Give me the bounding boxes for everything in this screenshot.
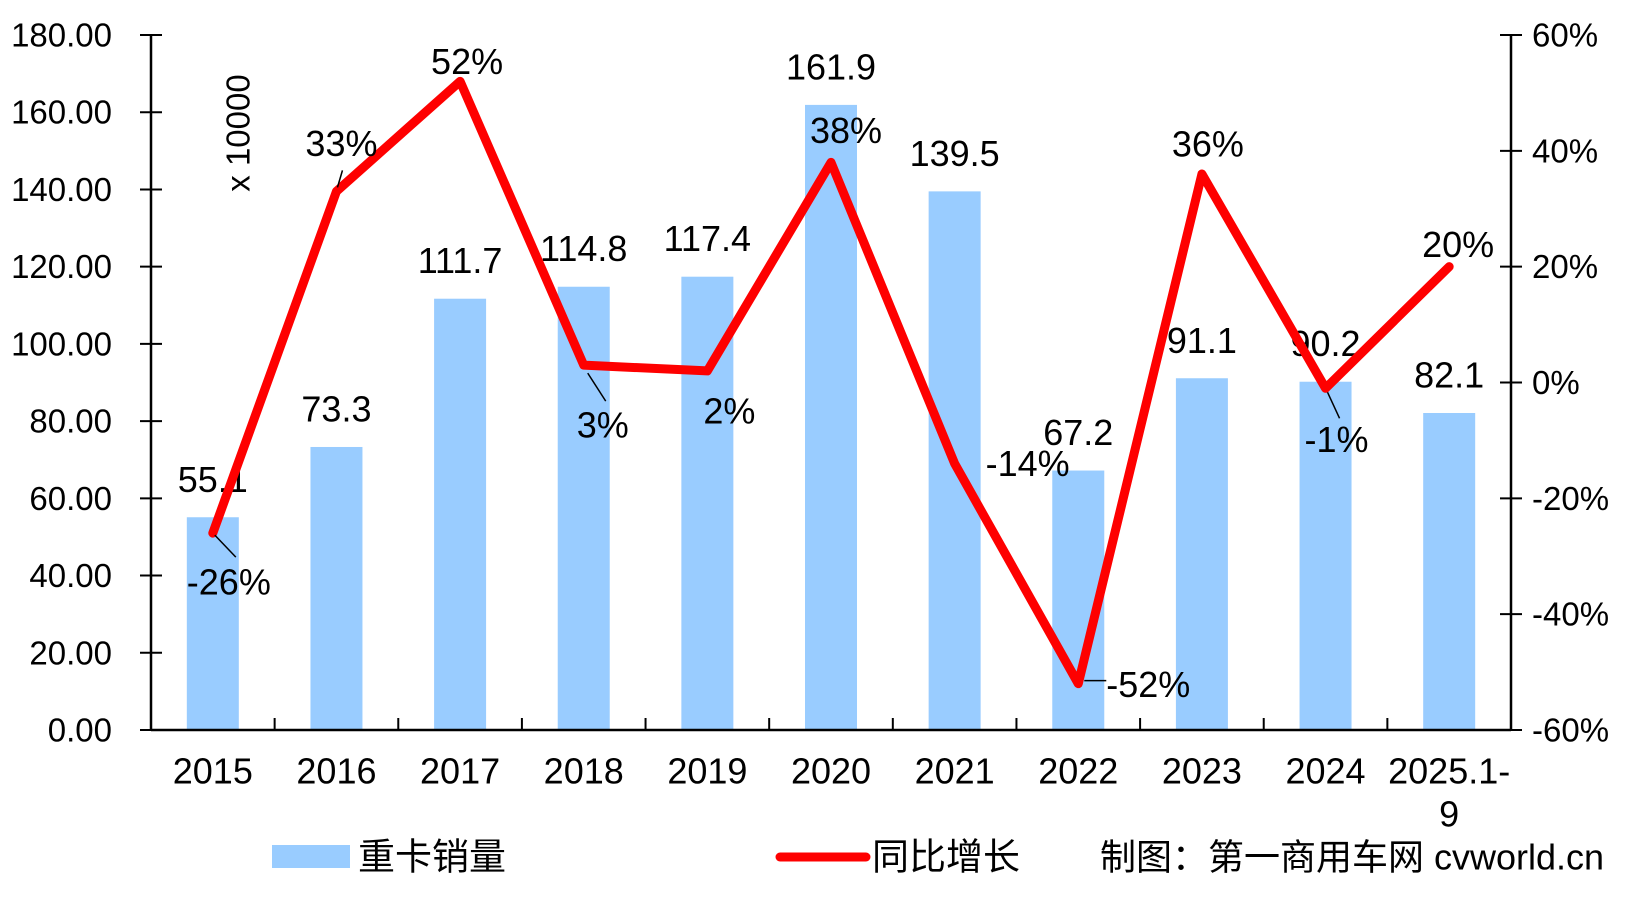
- y-left-tick-label: 160.00: [11, 94, 112, 131]
- x-axis-label-2022: 2022: [1038, 751, 1118, 792]
- legend-line-label: 同比增长: [872, 837, 1020, 878]
- sales-value-label-2025.1-9: 82.1: [1414, 355, 1484, 396]
- x-axis-label-2023: 2023: [1162, 751, 1242, 792]
- y-right-tick-label: -20%: [1532, 480, 1609, 517]
- growth-line-layer: [208, 76, 1454, 689]
- bar-2015: [186, 517, 239, 730]
- growth-value-label-2023: 36%: [1172, 124, 1244, 165]
- bar-2024: [1299, 381, 1352, 730]
- sales-value-label-2017: 111.7: [418, 240, 503, 281]
- growth-value-label-2021: -14%: [986, 443, 1070, 484]
- x-axis-label-2021: 2021: [915, 751, 995, 792]
- y-left-tick-label: 140.00: [11, 171, 112, 208]
- sales-value-label-2019: 117.4: [664, 218, 751, 259]
- x-axis-label-2018: 2018: [544, 751, 624, 792]
- sales-value-label-2016: 73.3: [301, 388, 371, 429]
- y-left-tick-label: 60.00: [29, 480, 112, 517]
- growth-value-label-2024: -1%: [1305, 419, 1369, 460]
- growth-value-label-2017: 52%: [431, 41, 503, 82]
- bar-2023: [1175, 378, 1228, 730]
- growth-value-label-2016: 33%: [305, 123, 377, 164]
- x-axis-label-2015: 2015: [173, 751, 253, 792]
- y-left-tick-label: 20.00: [29, 634, 112, 671]
- y-right-tick-label: 60%: [1532, 17, 1598, 54]
- x-axis-label-2016: 2016: [296, 751, 376, 792]
- legend: 重卡销量 同比增长 制图：第一商用车网 cvworld.cn: [272, 837, 1604, 878]
- growth-value-label-2022: -52%: [1106, 664, 1190, 705]
- y-left-axis-title: x 10000: [220, 74, 257, 191]
- y-right-tick-label: 0%: [1532, 364, 1580, 401]
- bar-2019: [681, 276, 734, 730]
- bar-2017: [434, 298, 487, 730]
- growth-value-label-2015: -26%: [187, 562, 271, 603]
- sales-value-label-2020: 161.9: [786, 46, 876, 87]
- bar-2018: [557, 286, 610, 730]
- growth-label-leader: [1326, 391, 1341, 419]
- y-right-tick-label: 20%: [1532, 248, 1598, 285]
- growth-label-leader: [214, 534, 237, 558]
- legend-bar-label: 重卡销量: [358, 837, 506, 878]
- x-axis-label-2024: 2024: [1285, 751, 1365, 792]
- y-left-tick-label: 120.00: [11, 248, 112, 285]
- sales-value-label-2022: 67.2: [1043, 412, 1113, 453]
- sales-value-label-2021: 139.5: [910, 133, 1000, 174]
- y-left-tick-label: 40.00: [29, 557, 112, 594]
- y-left-tick-label: 0.00: [48, 712, 112, 749]
- credit-text: 制图：第一商用车网 cvworld.cn: [1100, 837, 1604, 878]
- growth-value-label-2020: 38%: [810, 110, 882, 151]
- bars-layer: [186, 104, 1476, 730]
- growth-value-label-2019: 2%: [703, 390, 755, 431]
- x-axis-label-2020: 2020: [791, 751, 871, 792]
- x-axis-label-2025.1-9: 2025.1-: [1388, 751, 1510, 792]
- sales-value-label-2023: 91.1: [1167, 320, 1237, 361]
- legend-bar-swatch: [272, 845, 350, 868]
- y-right-tick-label: -60%: [1532, 712, 1609, 749]
- growth-label-leader: [336, 170, 344, 188]
- y-left-tick-label: 100.00: [11, 325, 112, 362]
- y-left-tick-label: 180.00: [11, 17, 112, 54]
- y-right-tick-label: -40%: [1532, 596, 1609, 633]
- y-left-tick-label: 80.00: [29, 403, 112, 440]
- growth-value-label-2025.1-9: 20%: [1422, 224, 1494, 265]
- growth-value-labels-layer: -26% 33% 52% 3% 2% 38% -14% -52% 36% -1% 20%: [187, 41, 1494, 705]
- growth-label-leader: [587, 372, 607, 402]
- axes-layer: 180.00 160.00 140.00 120.00 100.00 80.00 60.00…: [11, 17, 1609, 835]
- x-axis-label-2017: 2017: [420, 751, 500, 792]
- bar-2025.1-9: [1423, 413, 1476, 730]
- x-axis-label-2025.1-9: 9: [1439, 794, 1459, 835]
- sales-value-label-2018: 114.8: [540, 228, 627, 269]
- bar-2016: [310, 446, 363, 730]
- y-right-tick-label: 40%: [1532, 132, 1598, 169]
- growth-value-label-2018: 3%: [577, 405, 629, 446]
- growth-line: [208, 76, 1454, 689]
- x-axis-label-2019: 2019: [667, 751, 747, 792]
